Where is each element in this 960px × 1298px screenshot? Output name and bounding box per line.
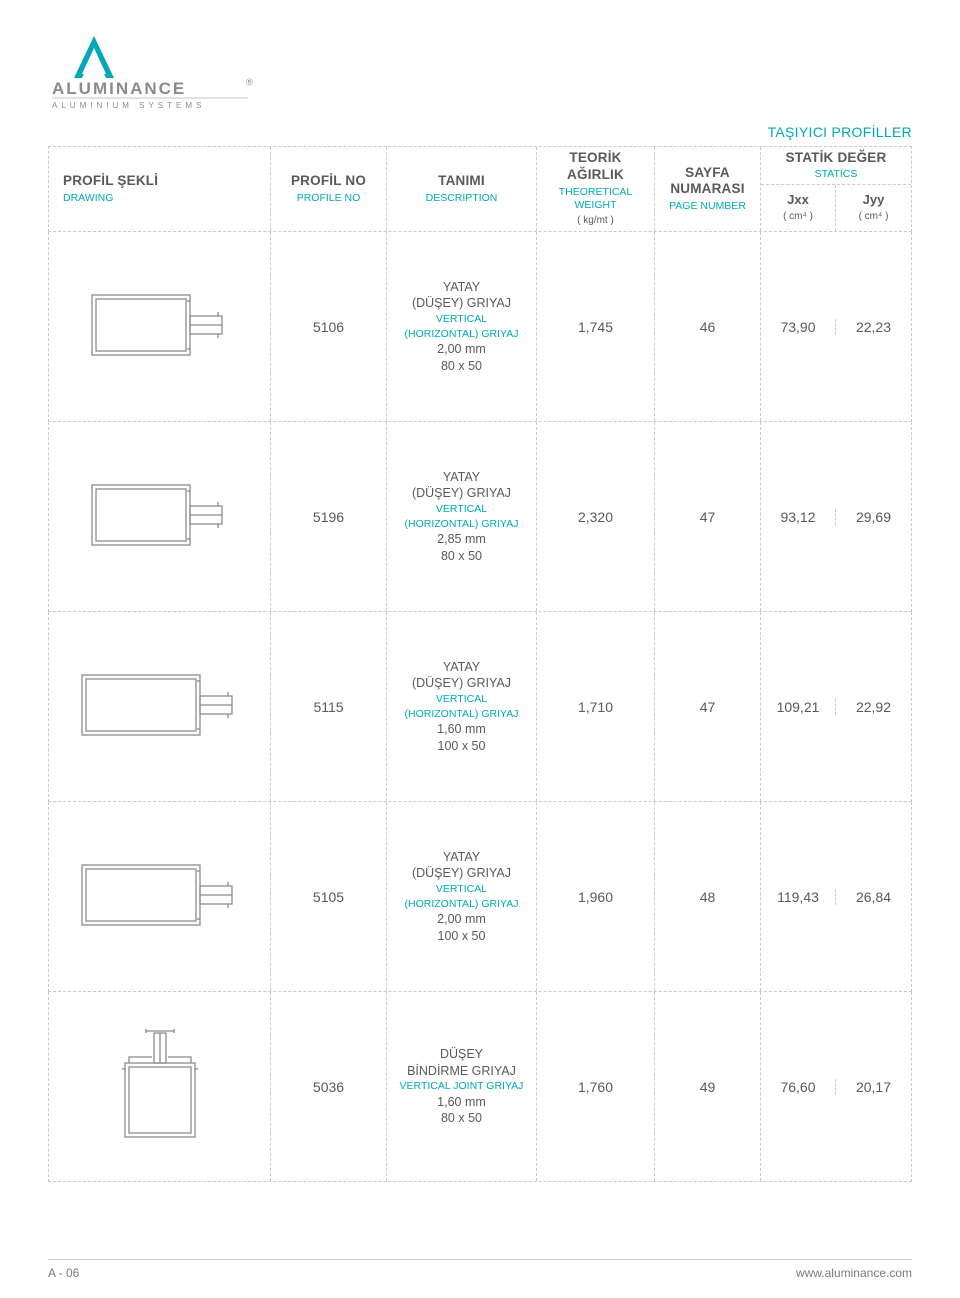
cell-jyy: 20,17 — [836, 1079, 911, 1095]
cell-jxx: 76,60 — [761, 1079, 836, 1095]
cell-jxx: 93,12 — [761, 509, 836, 525]
footer-url: www.aluminance.com — [796, 1266, 912, 1280]
table-row: 5036 DÜŞEY BİNDİRME GRIYAJ VERTICAL JOIN… — [48, 992, 912, 1182]
category-title: TAŞIYICI PROFİLLER — [48, 124, 912, 140]
th-drawing: PROFİL ŞEKLİ DRAWING — [49, 147, 271, 231]
cell-description: YATAY (DÜŞEY) GRIYAJ VERTICAL (HORIZONTA… — [387, 422, 537, 611]
cell-profile-no: 5105 — [271, 802, 387, 991]
cell-jyy: 29,69 — [836, 509, 911, 525]
cell-drawing — [49, 992, 271, 1181]
page-code: A - 06 — [48, 1266, 79, 1280]
cell-jyy: 26,84 — [836, 889, 911, 905]
cell-statics: 73,90 22,23 — [761, 232, 911, 421]
th-page: SAYFA NUMARASI PAGE NUMBER — [655, 147, 761, 231]
cell-page: 47 — [655, 422, 761, 611]
cell-page: 48 — [655, 802, 761, 991]
svg-text:®: ® — [246, 77, 253, 87]
cell-statics: 76,60 20,17 — [761, 992, 911, 1181]
table-body: 5106 YATAY (DÜŞEY) GRIYAJ VERTICAL (HORI… — [48, 232, 912, 1182]
brand-logo: ALUMINANCE ® ALUMINIUM SYSTEMS — [48, 30, 912, 110]
th-description: TANIMI DESCRIPTION — [387, 147, 537, 231]
cell-profile-no: 5036 — [271, 992, 387, 1181]
cell-page: 47 — [655, 612, 761, 801]
cell-description: DÜŞEY BİNDİRME GRIYAJ VERTICAL JOINT GRI… — [387, 992, 537, 1181]
cell-profile-no: 5106 — [271, 232, 387, 421]
cell-jxx: 119,43 — [761, 889, 836, 905]
cell-description: YATAY (DÜŞEY) GRIYAJ VERTICAL (HORIZONTA… — [387, 232, 537, 421]
brand-name: ALUMINANCE — [52, 79, 186, 98]
cell-drawing — [49, 422, 271, 611]
cell-weight: 1,710 — [537, 612, 655, 801]
th-profile-no: PROFİL NO PROFILE NO — [271, 147, 387, 231]
cell-jyy: 22,23 — [836, 319, 911, 335]
cell-jyy: 22,92 — [836, 699, 911, 715]
table-row: 5105 YATAY (DÜŞEY) GRIYAJ VERTICAL (HORI… — [48, 802, 912, 992]
cell-statics: 109,21 22,92 — [761, 612, 911, 801]
cell-statics: 93,12 29,69 — [761, 422, 911, 611]
cell-drawing — [49, 232, 271, 421]
cell-weight: 1,960 — [537, 802, 655, 991]
cell-page: 49 — [655, 992, 761, 1181]
cell-jxx: 109,21 — [761, 699, 836, 715]
table-row: 5115 YATAY (DÜŞEY) GRIYAJ VERTICAL (HORI… — [48, 612, 912, 802]
th-weight: TEORİK AĞIRLIK THEORETICAL WEIGHT ( kg/m… — [537, 147, 655, 231]
cell-drawing — [49, 802, 271, 991]
cell-profile-no: 5115 — [271, 612, 387, 801]
logo-svg: ALUMINANCE ® ALUMINIUM SYSTEMS — [48, 30, 278, 110]
table-row: 5106 YATAY (DÜŞEY) GRIYAJ VERTICAL (HORI… — [48, 232, 912, 422]
page-footer: A - 06 www.aluminance.com — [48, 1259, 912, 1280]
th-statics: STATİK DEĞER STATICS Jxx ( cm⁴ ) Jyy ( c… — [761, 147, 911, 231]
cell-weight: 2,320 — [537, 422, 655, 611]
cell-jxx: 73,90 — [761, 319, 836, 335]
catalog-page: ALUMINANCE ® ALUMINIUM SYSTEMS TAŞIYICI … — [0, 0, 960, 1298]
cell-drawing — [49, 612, 271, 801]
cell-description: YATAY (DÜŞEY) GRIYAJ VERTICAL (HORIZONTA… — [387, 612, 537, 801]
cell-profile-no: 5196 — [271, 422, 387, 611]
cell-description: YATAY (DÜŞEY) GRIYAJ VERTICAL (HORIZONTA… — [387, 802, 537, 991]
cell-weight: 1,745 — [537, 232, 655, 421]
brand-tagline: ALUMINIUM SYSTEMS — [52, 101, 205, 110]
cell-page: 46 — [655, 232, 761, 421]
table-row: 5196 YATAY (DÜŞEY) GRIYAJ VERTICAL (HORI… — [48, 422, 912, 612]
cell-statics: 119,43 26,84 — [761, 802, 911, 991]
table-header: PROFİL ŞEKLİ DRAWING PROFİL NO PROFILE N… — [48, 146, 912, 232]
cell-weight: 1,760 — [537, 992, 655, 1181]
